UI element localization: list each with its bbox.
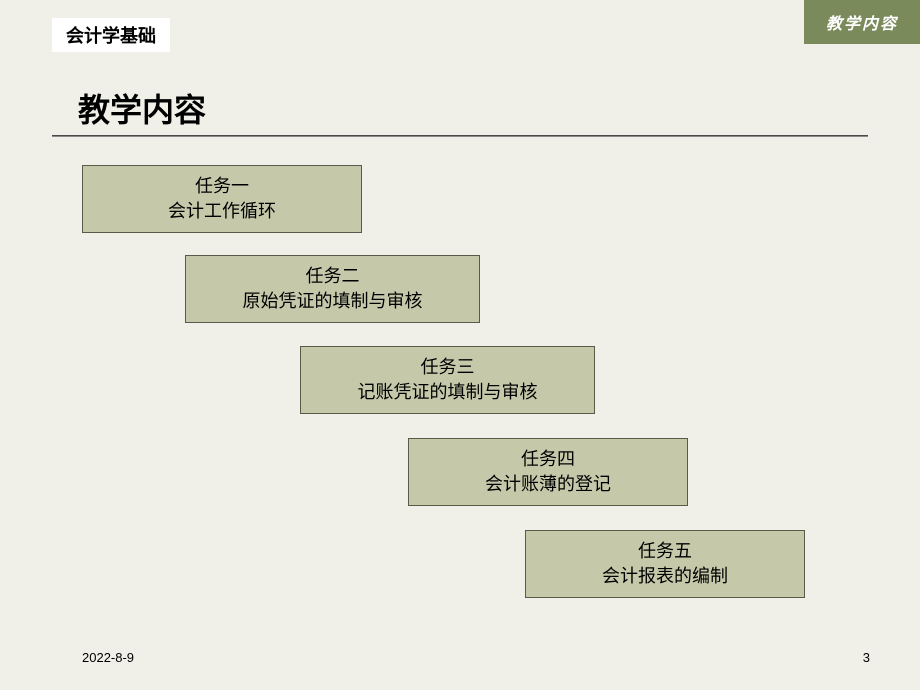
task-box-4: 任务四 会计账薄的登记 [408, 438, 688, 506]
task-heading: 任务五 [526, 539, 804, 564]
task-heading: 任务四 [409, 447, 687, 472]
header-right-label: 教学内容 [804, 0, 920, 44]
page-title: 教学内容 [78, 85, 206, 131]
task-content: 会计工作循环 [83, 199, 361, 224]
footer-date: 2022-8-9 [82, 650, 134, 665]
task-heading: 任务一 [83, 174, 361, 199]
task-heading: 任务二 [186, 264, 479, 289]
task-content: 会计账薄的登记 [409, 472, 687, 497]
task-box-2: 任务二 原始凭证的填制与审核 [185, 255, 480, 323]
footer-page-number: 3 [863, 650, 870, 665]
task-box-1: 任务一 会计工作循环 [82, 165, 362, 233]
header-left-label: 会计学基础 [52, 18, 170, 52]
task-content: 会计报表的编制 [526, 564, 804, 589]
task-heading: 任务三 [301, 355, 594, 380]
task-content: 记账凭证的填制与审核 [301, 380, 594, 405]
task-content: 原始凭证的填制与审核 [186, 289, 479, 314]
title-divider [52, 135, 868, 137]
task-box-3: 任务三 记账凭证的填制与审核 [300, 346, 595, 414]
task-box-5: 任务五 会计报表的编制 [525, 530, 805, 598]
